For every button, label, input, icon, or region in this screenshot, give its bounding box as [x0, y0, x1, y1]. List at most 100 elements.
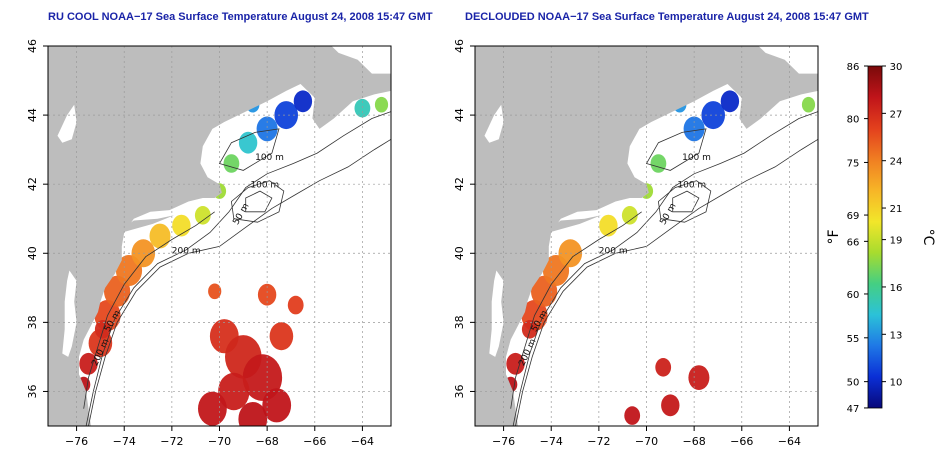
fahrenheit-axis-label: °F — [826, 229, 842, 244]
long-island — [124, 215, 175, 232]
temperature-colorbar: 30 27 24 21 19 16 13 10 86 80 75 69 66 60 55 50 47 °F °C — [826, 62, 936, 415]
map-axes: −76 −74 −72 −70 −68 −66 −64 36 38 40 42 44 46 — [453, 39, 801, 448]
lat-tick-label: 44 — [26, 108, 39, 122]
depth-contour-closed — [672, 190, 700, 213]
contour-label: 100 m — [255, 153, 284, 163]
celsius-tick-label: 16 — [890, 283, 903, 294]
sst-patch — [79, 352, 98, 375]
fahrenheit-tick-label: 86 — [847, 62, 860, 73]
celsius-tick-label: 24 — [890, 157, 903, 168]
lat-tick-label: 44 — [453, 108, 466, 122]
lat-tick-label: 42 — [453, 177, 466, 191]
lon-tick-label: −74 — [540, 435, 563, 448]
lon-tick-label: −68 — [683, 435, 706, 448]
depth-contour — [83, 211, 215, 409]
sst-patch — [208, 283, 222, 300]
lat-tick-label: 36 — [26, 384, 39, 398]
sst-patch — [701, 101, 725, 130]
lon-tick-label: −64 — [351, 435, 374, 448]
contour-label: 100 m — [250, 181, 279, 191]
inland-lake — [57, 104, 77, 143]
lat-tick-label: 46 — [453, 39, 466, 53]
lon-tick-label: −72 — [160, 435, 183, 448]
celsius-tick-label: 21 — [890, 204, 903, 215]
celsius-tick-label: 10 — [890, 378, 903, 389]
long-island — [551, 215, 602, 232]
lon-tick-label: −66 — [730, 435, 753, 448]
lon-tick-label: −66 — [303, 435, 326, 448]
sst-patch — [269, 322, 294, 351]
lon-tick-label: −68 — [256, 435, 279, 448]
celsius-axis-label: °C — [920, 229, 936, 246]
sst-patch — [238, 402, 268, 426]
lat-tick-label: 40 — [453, 246, 466, 260]
sst-patch — [274, 101, 299, 130]
sst-patch — [506, 352, 525, 375]
sst-patch — [688, 365, 710, 390]
inland-lake — [484, 104, 504, 143]
depth-contour-closed — [245, 190, 273, 213]
fahrenheit-tick-label: 55 — [847, 334, 860, 345]
chesapeake-bay — [62, 270, 77, 357]
sst-patch — [194, 206, 211, 225]
contour-label: 200 m — [599, 246, 628, 256]
contour-label: 100 m — [682, 153, 711, 163]
fahrenheit-tick-label: 60 — [847, 290, 860, 301]
fahrenheit-tick-label: 75 — [847, 158, 860, 169]
sst-patch — [293, 90, 313, 113]
depth-contour-closed — [657, 180, 712, 223]
fahrenheit-tick-label: 80 — [847, 115, 860, 126]
sst-patch — [650, 154, 667, 173]
depth-contour-closed — [230, 180, 285, 223]
lon-tick-label: −72 — [587, 435, 610, 448]
sst-field — [482, 85, 816, 425]
lat-tick-label: 42 — [26, 177, 39, 191]
sst-patch — [149, 223, 171, 249]
map-axes: −76 −74 −72 −70 −68 −66 −64 36 38 40 42 44 46 — [26, 39, 374, 448]
sst-patch — [354, 98, 371, 118]
lon-tick-label: −64 — [778, 435, 801, 448]
fahrenheit-tick-label: 66 — [847, 237, 860, 248]
depth-contour — [510, 211, 642, 409]
lat-tick-label: 38 — [453, 315, 466, 329]
sst-patch — [521, 320, 538, 339]
contour-label: 200 m — [172, 246, 201, 256]
left-map-title: RU COOL NOAA−17 Sea Surface Temperature … — [48, 11, 433, 23]
sst-patch — [172, 214, 191, 237]
lon-tick-label: −70 — [208, 435, 231, 448]
colorbar-gradient — [867, 65, 883, 409]
land-mass — [48, 46, 391, 426]
depth-contour-closed — [218, 128, 280, 171]
land-mass — [475, 46, 818, 426]
depth-contour-closed — [645, 128, 707, 171]
sst-patch — [257, 283, 277, 306]
sst-patch — [801, 96, 816, 113]
lat-tick-label: 40 — [26, 246, 39, 260]
sst-patch — [624, 406, 641, 425]
sst-patch — [621, 206, 638, 225]
lat-tick-label: 46 — [26, 39, 39, 53]
lon-tick-label: −76 — [492, 435, 515, 448]
sst-patch — [262, 388, 292, 423]
sst-patch — [94, 320, 111, 339]
sst-patch — [683, 116, 705, 142]
lat-tick-label: 36 — [453, 384, 466, 398]
lon-tick-label: −76 — [65, 435, 88, 448]
right-map-title: DECLOUDED NOAA−17 Sea Surface Temperatur… — [465, 11, 869, 23]
sst-patch — [287, 295, 304, 315]
sst-patch — [374, 96, 389, 113]
sst-patch — [223, 154, 240, 173]
fahrenheit-tick-label: 47 — [847, 404, 860, 415]
sst-patch — [720, 90, 740, 113]
lon-tick-label: −70 — [635, 435, 658, 448]
sst-patch — [599, 214, 618, 237]
celsius-tick-label: 13 — [890, 330, 903, 341]
celsius-tick-label: 30 — [890, 62, 903, 73]
lat-tick-label: 38 — [26, 315, 39, 329]
sst-patch — [198, 391, 227, 426]
sst-patch — [655, 358, 672, 377]
